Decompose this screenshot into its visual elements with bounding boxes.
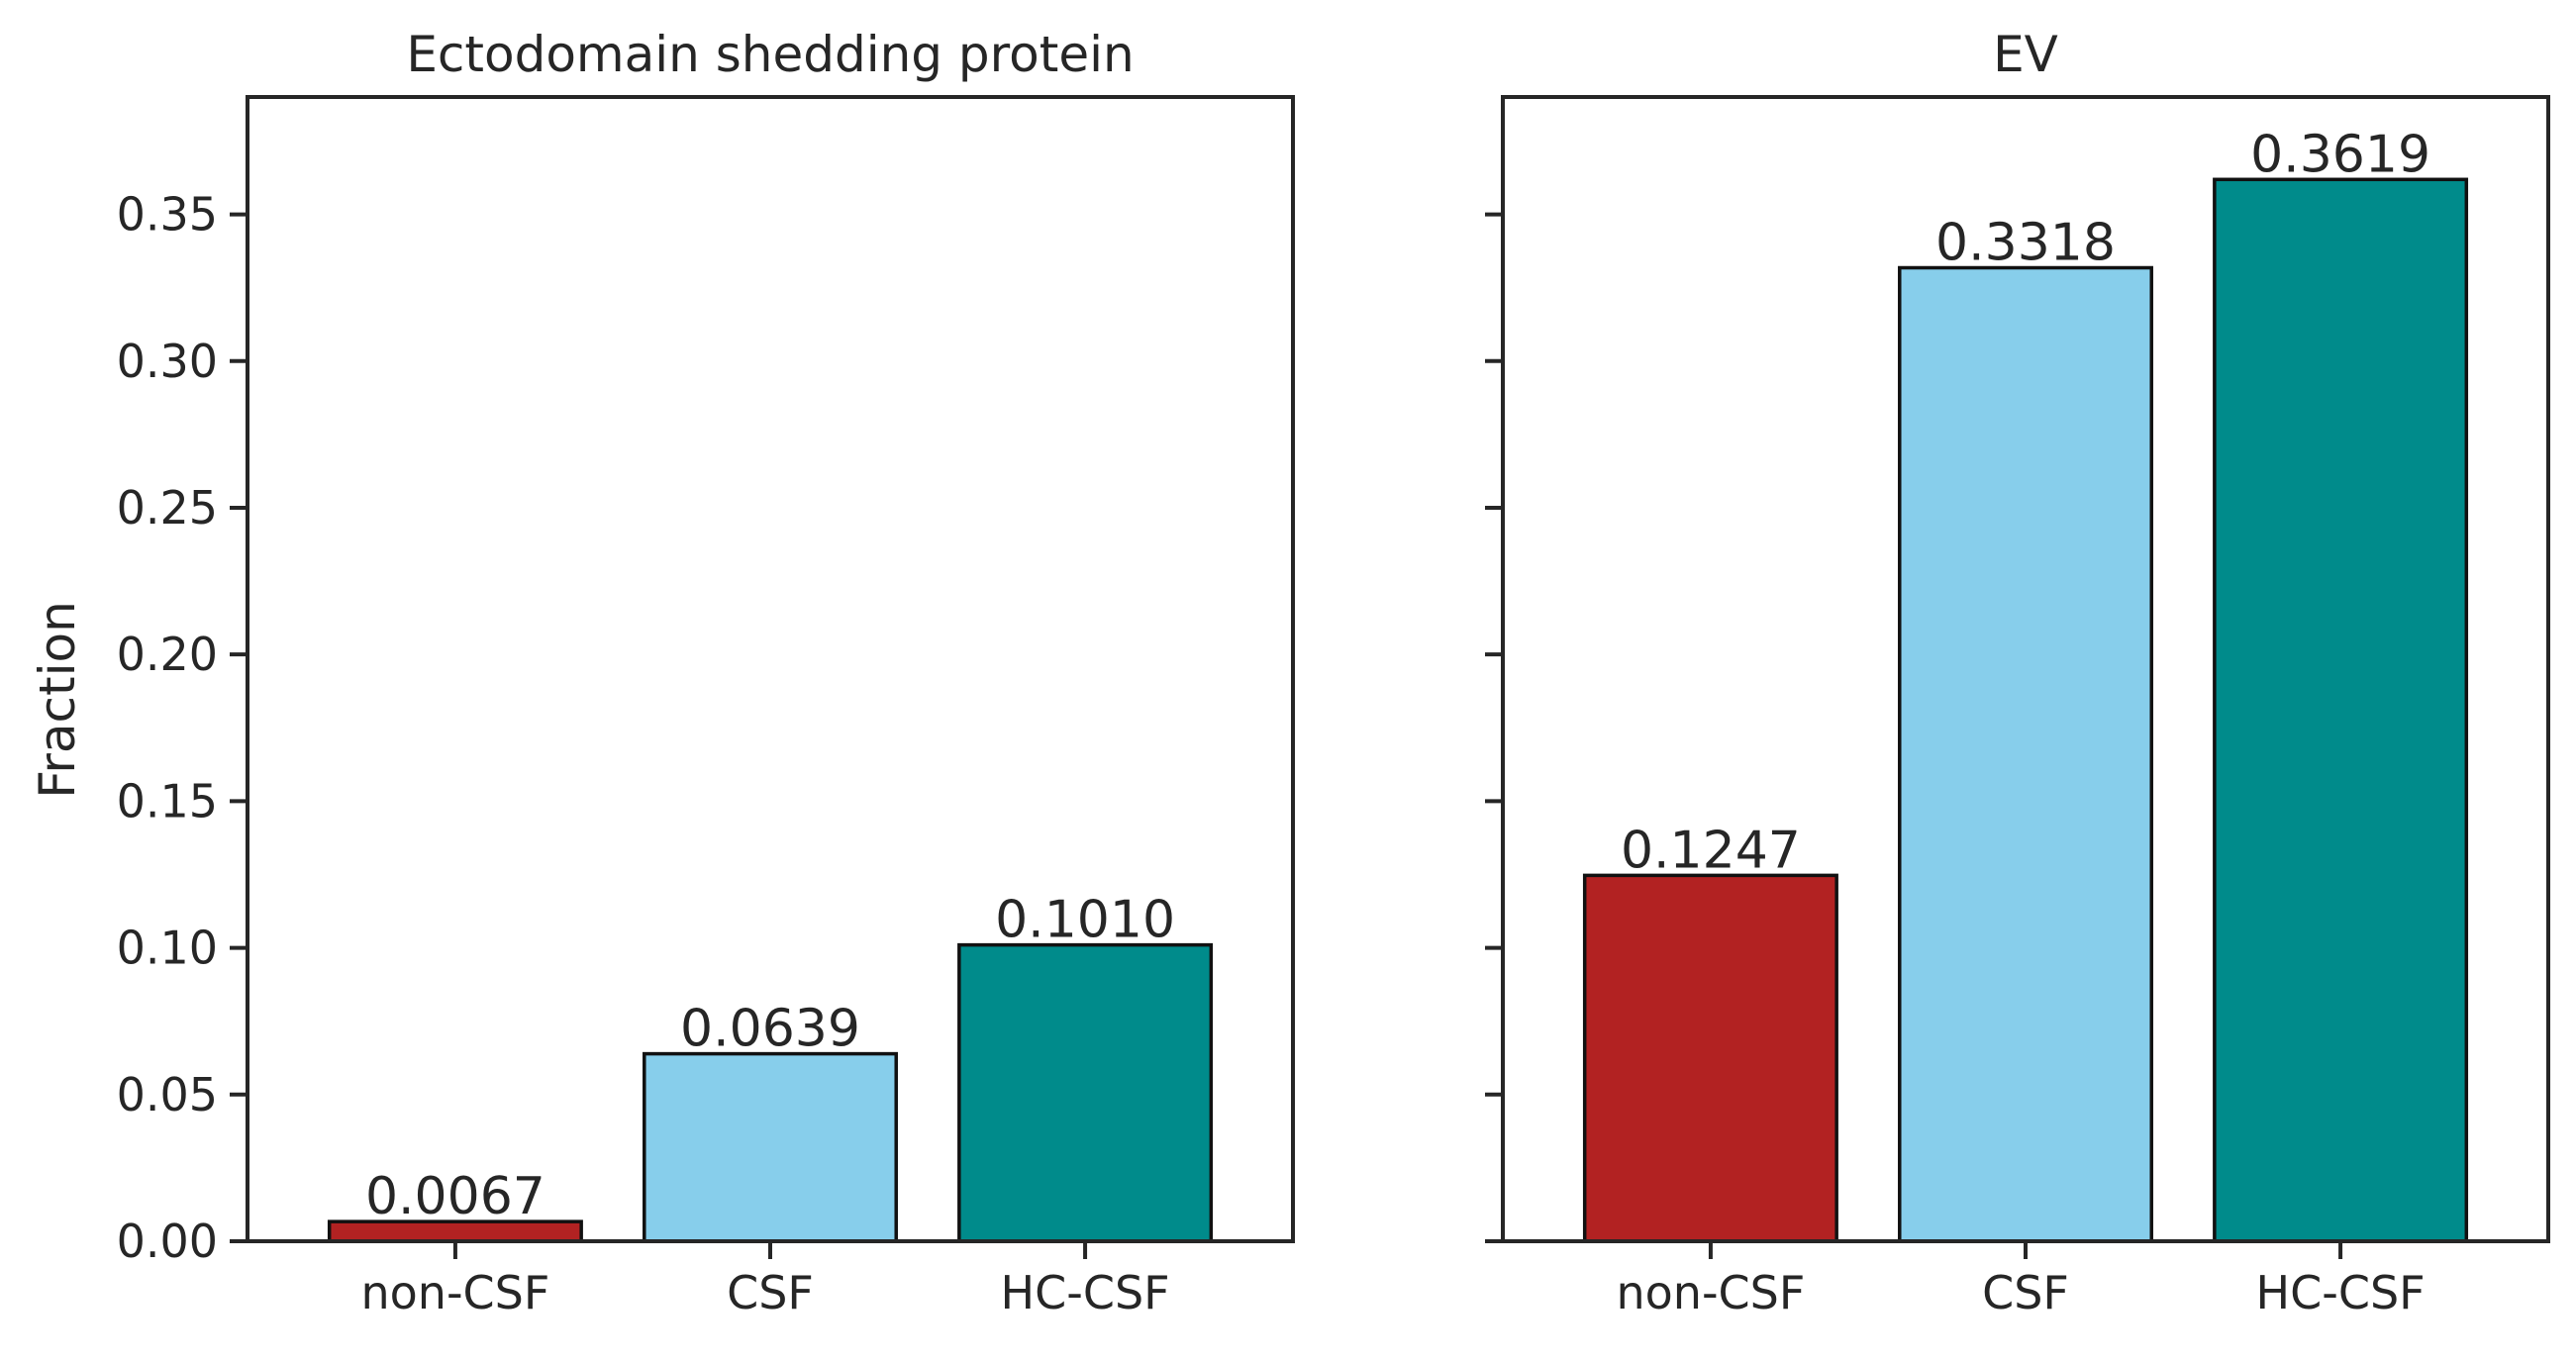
x-tick-label: HC-CSF xyxy=(2256,1266,2426,1319)
data-label: 0.0067 xyxy=(365,1167,545,1226)
axes-frame xyxy=(246,95,1295,1243)
panel-ectodomain: Ectodomain shedding protein Fraction 0.0… xyxy=(29,26,1295,1319)
bars xyxy=(1582,177,2469,1243)
x-tick-label: CSF xyxy=(1982,1266,2069,1319)
bar-hc-csf xyxy=(2213,177,2469,1243)
data-label: 0.1247 xyxy=(1621,821,1801,880)
x-tick-label: CSF xyxy=(727,1266,814,1319)
panel-title: EV xyxy=(1993,26,2058,83)
x-tick-label: non-CSF xyxy=(1617,1266,1806,1319)
y-tick-label: 0.20 xyxy=(117,628,218,681)
y-tick-label: 0.15 xyxy=(117,774,218,828)
bars xyxy=(327,942,1214,1243)
bar-non-csf xyxy=(1582,873,1838,1243)
y-tick-label: 0.25 xyxy=(117,481,218,535)
axis-ticks: 0.00 0.05 0.10 0.15 0.20 0.25 0.30 0.35 non-CSF C… xyxy=(117,188,1170,1319)
y-tick-label: 0.05 xyxy=(117,1068,218,1121)
panel-title: Ectodomain shedding protein xyxy=(406,26,1134,83)
y-axis-label: Fraction xyxy=(29,601,86,799)
axes-frame xyxy=(1501,95,2550,1243)
axis-ticks: non-CSF CSF HC-CSF xyxy=(1485,212,2426,1319)
data-label: 0.1010 xyxy=(995,891,1175,950)
data-labels: 0.1247 0.3318 0.3619 xyxy=(1621,125,2430,880)
data-labels: 0.0067 0.0639 0.1010 xyxy=(365,891,1175,1227)
bar-csf xyxy=(643,1051,898,1243)
y-tick-label: 0.35 xyxy=(117,188,218,242)
data-label: 0.3318 xyxy=(1935,214,2116,273)
y-tick-label: 0.30 xyxy=(117,335,218,388)
x-tick-label: non-CSF xyxy=(361,1266,550,1319)
data-label: 0.0639 xyxy=(680,1000,860,1059)
x-tick-label: HC-CSF xyxy=(1001,1266,1170,1319)
bar-csf xyxy=(1898,265,2153,1243)
y-tick-label: 0.10 xyxy=(117,922,218,975)
panel-ev: EV non-CSF CSF HC-CSF 0.1247 0.3318 0.3619 xyxy=(1485,26,2550,1319)
bar-hc-csf xyxy=(957,942,1214,1243)
data-label: 0.3619 xyxy=(2250,125,2430,184)
y-tick-label: 0.00 xyxy=(117,1215,218,1268)
